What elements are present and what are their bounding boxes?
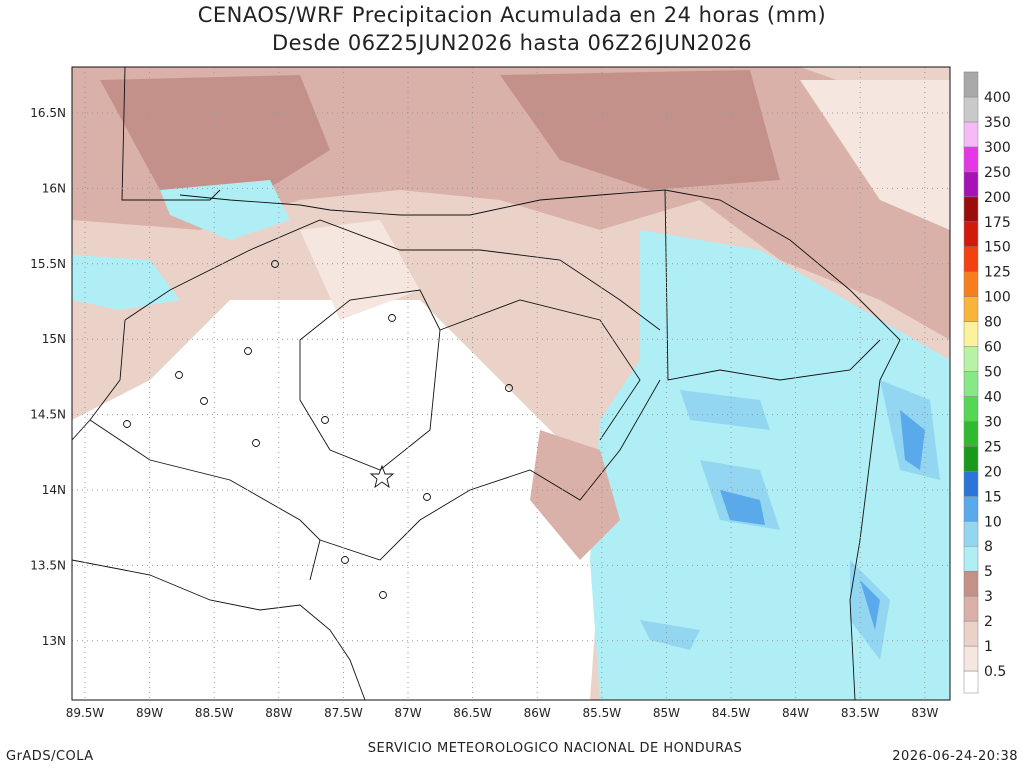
colorbar-swatch [963,221,979,247]
colorbar-swatch [963,196,979,223]
colorbar-label: 5 [984,564,993,580]
colorbar-label: 15 [984,489,1002,505]
lon-label: 88.5W [195,706,234,720]
colorbar-swatch [963,496,979,522]
lat-label: 13.5N [30,558,66,572]
colorbar-swatch [963,595,979,622]
colorbar-swatch [963,296,979,322]
colorbar-swatch [963,670,979,694]
colorbar-label: 40 [984,389,1002,405]
borders [72,67,901,700]
colorbar-swatch [963,471,979,497]
colorbar-label: 3 [984,589,993,605]
lat-label: 15.5N [30,257,66,271]
lon-label: 84.5W [712,706,751,720]
colorbar: 0.5 1 2 3 5 8 10 15 20 25 30 40 50 60 80 100 125 150 175 20… [963,71,1011,694]
footer-center: SERVICIO METEOROLOGICO NACIONAL DE HONDU… [368,741,743,756]
precip-field [72,67,950,700]
colorbar-swatch [963,645,979,672]
colorbar-label: 2 [984,614,993,630]
colorbar-swatch [963,271,979,297]
footer-left: GrADS/COLA [6,749,94,764]
colorbar-swatch [963,521,979,547]
colorbar-label: 25 [984,439,1002,455]
lon-label: 85.5W [583,706,622,720]
colorbar-swatch [963,246,979,272]
colorbar-swatch [963,620,979,647]
lon-label: 84W [782,706,809,720]
colorbar-label: 20 [984,464,1002,480]
footer-right: 2026-06-24-20:38 [892,749,1018,764]
colorbar-swatch [963,396,979,422]
lon-label: 89W [136,706,163,720]
lon-label: 83.5W [841,706,880,720]
colorbar-swatch [963,371,979,397]
colorbar-swatch [963,321,979,347]
colorbar-swatch [963,171,979,198]
colorbar-label: 350 [984,115,1011,131]
colorbar-label: 1 [984,639,993,655]
title-line-1: CENAOS/WRF Precipitacion Acumulada en 24… [198,3,827,27]
colorbar-label: 250 [984,165,1011,181]
title-line-2: Desde 06Z25JUN2026 hasta 06Z26JUN2026 [272,31,752,55]
colorbar-swatch [963,446,979,472]
colorbar-swatch [963,421,979,447]
colorbar-label: 100 [984,290,1011,306]
colorbar-swatch [963,121,979,148]
lat-label: 14N [42,483,66,497]
lat-label: 16.5N [30,106,66,120]
colorbar-label: 150 [984,240,1011,256]
lat-label: 14.5N [30,408,66,422]
colorbar-swatch [963,545,979,572]
lon-label: 85W [653,706,680,720]
lon-label: 87.5W [324,706,363,720]
lon-label: 86W [524,706,551,720]
colorbar-swatch [963,146,979,173]
lat-label: 16N [42,181,66,195]
colorbar-swatch [963,570,979,597]
colorbar-label: 80 [984,315,1002,331]
colorbar-label: 175 [984,215,1011,231]
lon-label: 87W [394,706,421,720]
lon-label: 86.5W [453,706,492,720]
lon-label: 89.5W [66,706,105,720]
colorbar-label: 10 [984,514,1002,530]
colorbar-label: 400 [984,90,1011,106]
lon-label: 88W [265,706,292,720]
city-markers [123,260,513,599]
graticule: 16.5N 16N 15.5N 15N 14.5N 14N 13.5N 13N 89.5W 89W… [30,67,950,720]
colorbar-label: 30 [984,414,1002,430]
colorbar-swatch [963,96,979,123]
lon-label: 83W [911,706,938,720]
colorbar-label: 125 [984,265,1011,281]
colorbar-label: 300 [984,140,1011,156]
lat-label: 13N [42,634,66,648]
colorbar-swatch [963,71,979,98]
colorbar-label: 8 [984,539,993,555]
map-frame [71,66,951,701]
colorbar-label: 0.5 [984,664,1006,680]
colorbar-label: 60 [984,340,1002,356]
colorbar-label: 200 [984,190,1011,206]
colorbar-swatch [963,346,979,372]
colorbar-label: 50 [984,365,1002,381]
lat-label: 15N [42,332,66,346]
